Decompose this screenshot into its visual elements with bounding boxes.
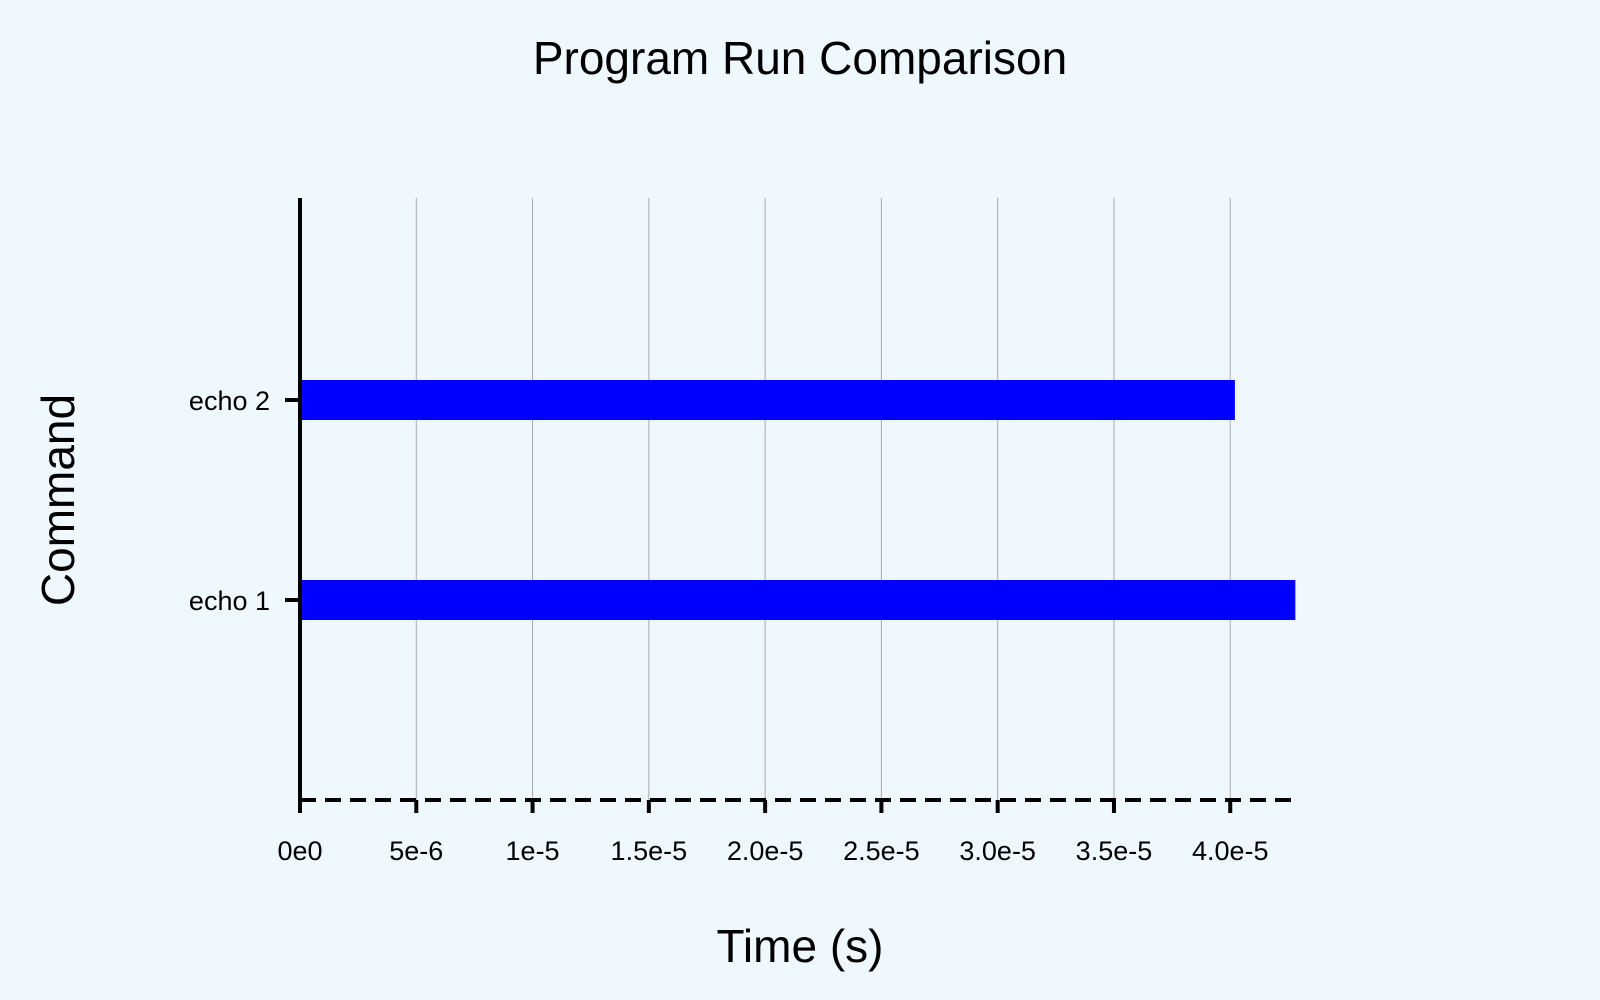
x-tick-label: 2.5e-5 xyxy=(843,836,920,866)
bar-echo-1 xyxy=(300,580,1296,620)
y-axis: echo 1 echo 2 xyxy=(189,198,302,810)
y-tick-label: echo 1 xyxy=(189,586,270,616)
x-axis: 0e0 5e-6 1e-5 1.5e-5 2.0e-5 2.5e-5 3.0e-5 3.5e-… xyxy=(277,798,1292,866)
bars xyxy=(300,380,1296,620)
gridlines xyxy=(415,198,1231,800)
x-tick-label: 4.0e-5 xyxy=(1192,836,1269,866)
x-tick-label: 3.5e-5 xyxy=(1076,836,1153,866)
chart-title: Program Run Comparison xyxy=(533,32,1067,84)
x-tick-label: 5e-6 xyxy=(389,836,443,866)
x-tick-label: 2.0e-5 xyxy=(727,836,804,866)
x-tick-label: 1.5e-5 xyxy=(611,836,688,866)
y-axis-title: Command xyxy=(32,394,84,606)
x-tick-label: 3.0e-5 xyxy=(959,836,1036,866)
bar-echo-2 xyxy=(300,380,1235,420)
x-tick-label: 0e0 xyxy=(277,836,322,866)
x-axis-title: Time (s) xyxy=(717,920,884,972)
x-tick-label: 1e-5 xyxy=(506,836,560,866)
y-tick-label: echo 2 xyxy=(189,386,270,416)
